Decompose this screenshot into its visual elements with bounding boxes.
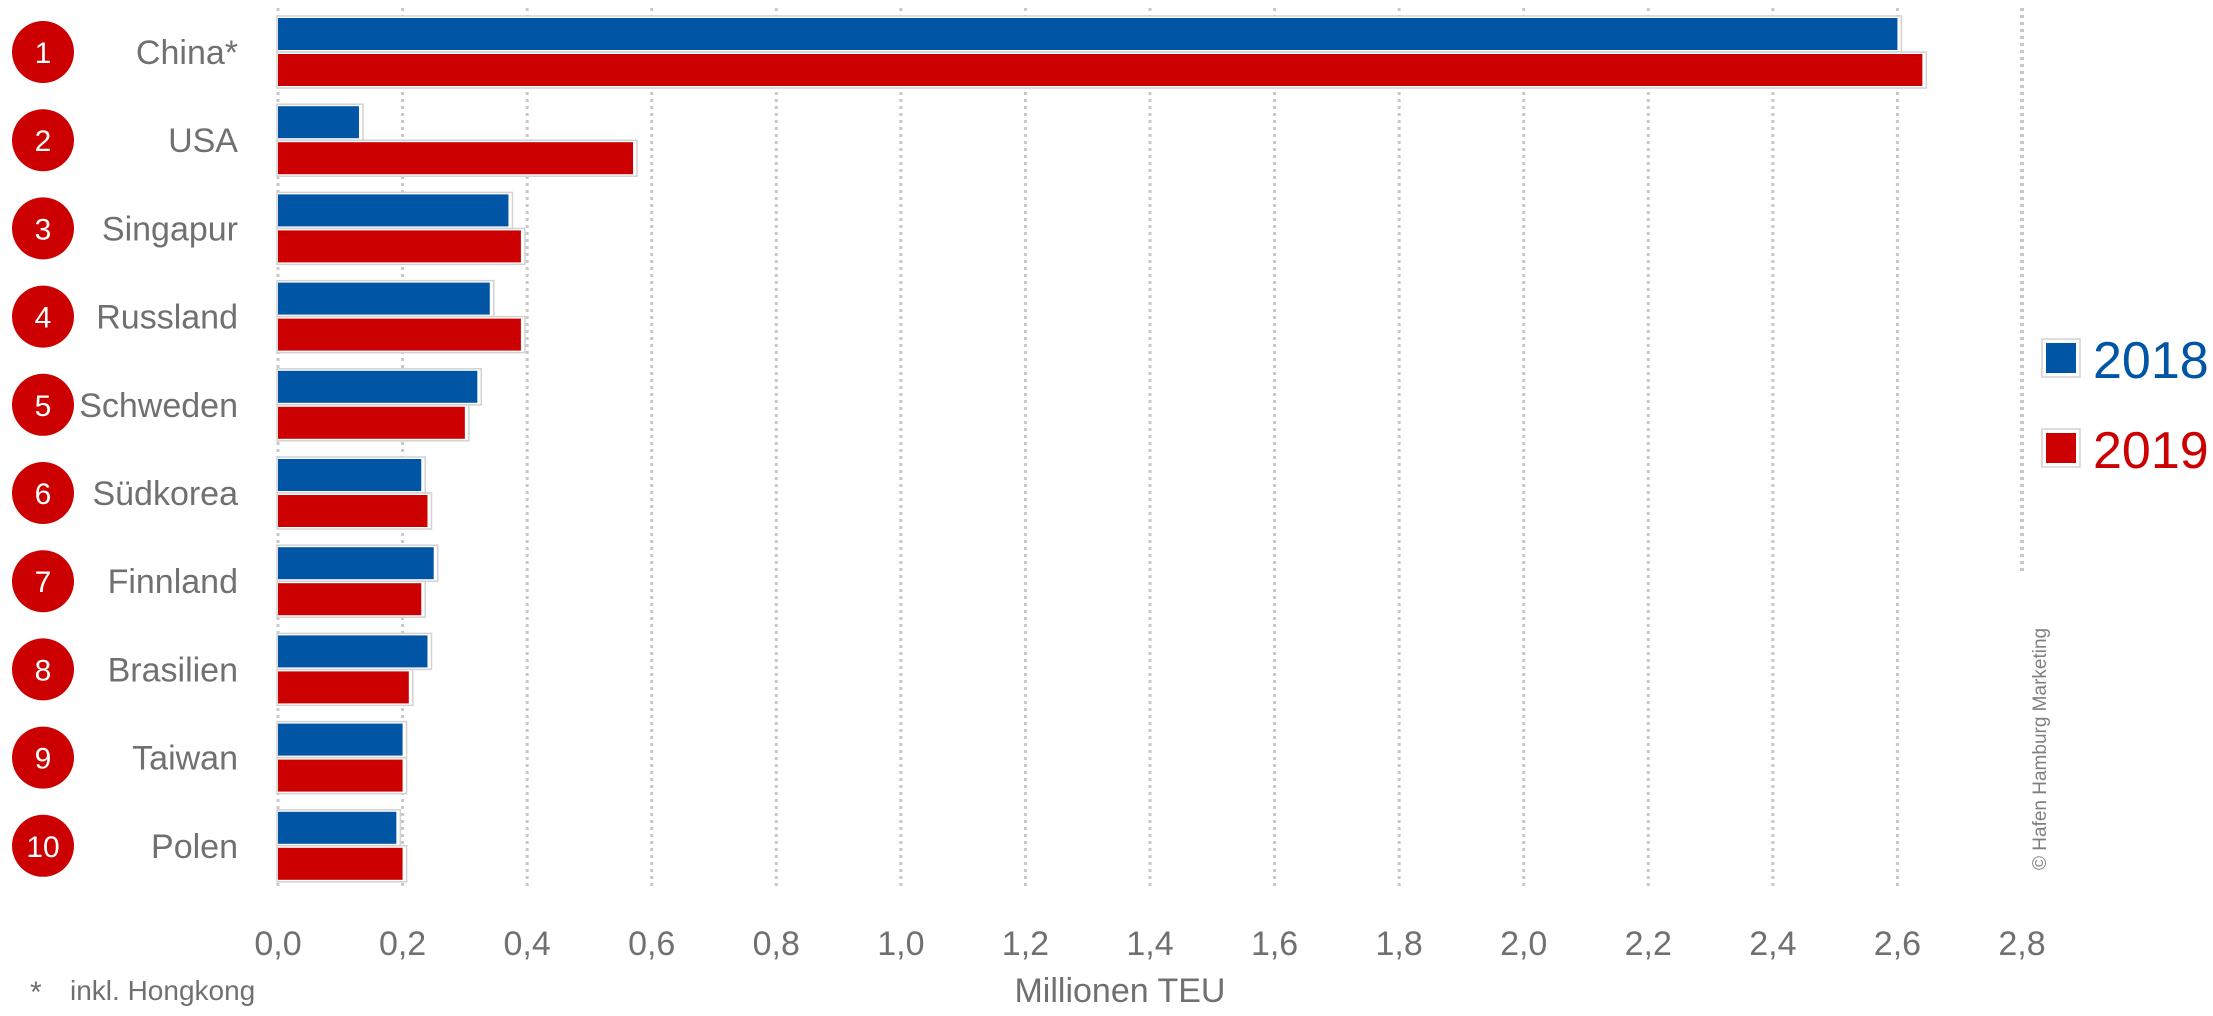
x-tick-label: 2,2 <box>1625 925 1672 963</box>
bar-2018 <box>278 106 359 139</box>
footnote-text: inkl. Hongkong <box>70 975 255 1006</box>
category-label: Russland <box>96 299 238 337</box>
gridlines <box>276 8 2024 888</box>
rank-number: 8 <box>35 654 52 687</box>
rank-badge <box>12 373 74 436</box>
rank-number: 3 <box>35 213 52 246</box>
rank-number: 1 <box>35 37 52 70</box>
rank-badge <box>12 197 74 260</box>
bars <box>276 15 1928 883</box>
x-tick-label: 1,0 <box>877 925 924 963</box>
rank-badge <box>12 21 74 83</box>
x-axis-ticks: 0,0 0,2 0,4 0,6 0,8 1,0 1,2 1,4 1,6 1,8 2,0 2,2 2,4 2… <box>254 925 2045 963</box>
category-label: Brasilien <box>108 651 238 689</box>
category-label: Taiwan <box>132 740 238 778</box>
rank-number: 9 <box>35 743 52 776</box>
bar-2019 <box>278 759 403 792</box>
bar-2018 <box>278 547 434 580</box>
x-tick-label: 2,0 <box>1500 925 1547 963</box>
category-labels: 1 China* 2 USA 3 Singapur 4 Russland 5 Schweden 6 S… <box>12 21 238 877</box>
legend: 2018 2019 <box>2041 332 2209 480</box>
legend-swatch <box>2046 343 2076 373</box>
rank-number: 7 <box>35 566 52 599</box>
rank-number: 5 <box>35 390 52 423</box>
x-tick-label: 0,6 <box>628 925 675 963</box>
bar-2018 <box>278 370 478 403</box>
category-label: China* <box>136 34 238 72</box>
x-tick-label: 0,4 <box>504 925 551 963</box>
bar-2018 <box>278 282 490 315</box>
x-tick-label: 2,4 <box>1749 925 1796 963</box>
category-label: Singapur <box>102 210 238 248</box>
rank-badge <box>12 726 74 789</box>
annotations: Millionen TEU * inkl. Hongkong © Hafen H… <box>30 628 2051 1010</box>
rank-badge <box>12 462 74 524</box>
x-tick-label: 2,6 <box>1874 925 1921 963</box>
rank-badge <box>12 550 74 613</box>
x-tick-label: 0,2 <box>379 925 426 963</box>
bar-2018 <box>278 18 1898 50</box>
bar-2019 <box>278 230 521 263</box>
bar-2019 <box>278 142 634 175</box>
bar-2019 <box>278 406 465 439</box>
x-tick-label: 1,4 <box>1126 925 1173 963</box>
bar-2019 <box>278 671 409 704</box>
bar-2019 <box>278 318 521 351</box>
bar-2019 <box>278 54 1923 86</box>
category-label: Polen <box>151 828 238 866</box>
rank-number: 10 <box>26 831 59 864</box>
legend-swatch <box>2046 433 2076 463</box>
x-tick-label: 0,8 <box>753 925 800 963</box>
bar-2019 <box>278 847 403 880</box>
rank-number: 6 <box>35 478 52 511</box>
bar-2019 <box>278 495 428 527</box>
x-tick-label: 0,0 <box>254 925 301 963</box>
category-label: USA <box>168 122 238 160</box>
legend-label: 2018 <box>2093 332 2209 390</box>
x-tick-label: 1,2 <box>1002 925 1049 963</box>
credit-text: © Hafen Hamburg Marketing <box>2030 628 2051 870</box>
bar-2018 <box>278 194 509 227</box>
rank-badge <box>12 285 74 348</box>
category-label: Südkorea <box>92 475 238 513</box>
bar-2018 <box>278 459 422 491</box>
category-label: Finnland <box>108 563 238 601</box>
bar-2018 <box>278 723 403 756</box>
category-label: Schweden <box>79 387 238 425</box>
rank-number: 2 <box>35 125 52 158</box>
footnote-marker: * <box>30 976 42 1009</box>
bar-2018 <box>278 811 397 844</box>
bar-2018 <box>278 635 428 668</box>
rank-badge <box>12 109 74 172</box>
rank-badge <box>12 814 74 877</box>
rank-badge <box>12 638 74 701</box>
x-tick-label: 2,8 <box>1998 925 2045 963</box>
bar-2019 <box>278 583 422 616</box>
x-tick-label: 1,8 <box>1376 925 1423 963</box>
x-tick-label: 1,6 <box>1251 925 1298 963</box>
rank-number: 4 <box>35 302 52 335</box>
legend-label: 2019 <box>2093 422 2209 480</box>
x-axis-label: Millionen TEU <box>1014 972 1225 1010</box>
